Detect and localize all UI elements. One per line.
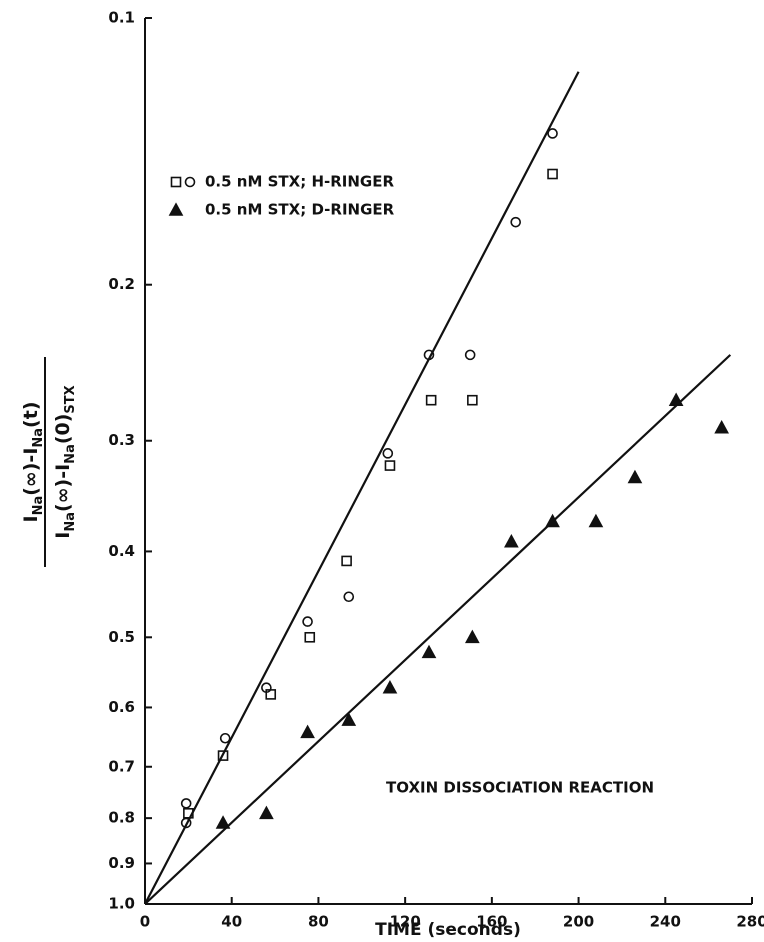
triangle-marker: [215, 815, 231, 829]
x-tick-label: 160: [476, 913, 507, 931]
legend-label: 0.5 nM STX; H-RINGER: [205, 173, 394, 191]
y-tick-label: 0.6: [108, 698, 135, 716]
x-tick-label: 40: [221, 913, 242, 931]
x-tick-label: 120: [389, 913, 420, 931]
triangle-marker: [168, 202, 184, 216]
annotation: TOXIN DISSOCIATION REACTION: [386, 779, 654, 797]
x-tick-label: 240: [650, 913, 681, 931]
y-tick-label: 1.0: [108, 895, 135, 913]
y-tick-label: 0.1: [108, 9, 135, 27]
y-tick-label: 0.5: [108, 628, 135, 646]
triangle-marker: [382, 680, 398, 694]
square-marker: [183, 807, 194, 819]
triangle-marker: [668, 392, 684, 406]
y-label-part: Na: [31, 496, 46, 516]
y-label-part: (0): [52, 414, 74, 445]
fit-line: [144, 354, 732, 905]
y-tick-label: 0.4: [108, 542, 135, 560]
triangle-marker: [714, 420, 729, 434]
y-label-part: I: [20, 515, 42, 522]
x-axis-label: TIME (seconds): [375, 920, 521, 940]
circle-marker: [261, 682, 272, 694]
triangle-marker: [259, 805, 274, 820]
square-marker: [547, 168, 558, 180]
triangle-marker: [504, 534, 519, 548]
square-marker: [304, 631, 316, 643]
circle-marker: [184, 176, 196, 188]
fit-line: [144, 71, 580, 905]
x-tick-label: 80: [308, 913, 329, 931]
circle-marker: [547, 128, 558, 139]
circle-marker: [219, 732, 231, 744]
triangle-marker: [588, 513, 604, 528]
y-label-part: Na: [63, 512, 78, 532]
triangle-marker: [341, 712, 357, 726]
y-label-part: STX: [63, 385, 78, 413]
circle-marker: [343, 591, 355, 603]
y-tick-label: 0.7: [108, 757, 135, 775]
triangle-marker: [464, 629, 480, 644]
y-tick-label: 0.9: [108, 854, 135, 872]
y-tick-label: 0.3: [108, 431, 135, 449]
y-label-part: (∞)-I: [20, 448, 42, 496]
square-marker: [341, 555, 352, 567]
y-label-part: Na: [63, 444, 78, 464]
x-tick-label: 200: [563, 913, 594, 931]
y-label-part: (t): [20, 402, 42, 428]
triangle-marker: [627, 469, 643, 484]
y-label-part: I: [52, 532, 74, 539]
triangle-marker: [421, 644, 437, 659]
x-tick-label: 0: [140, 913, 150, 931]
square-marker: [425, 394, 437, 406]
x-tick-label: 280: [736, 913, 764, 931]
circle-marker: [464, 349, 476, 361]
circle-marker: [382, 448, 394, 459]
y-tick-label: 0.8: [108, 809, 135, 827]
square-marker: [384, 460, 396, 471]
triangle-marker: [300, 724, 315, 739]
square-marker: [467, 394, 478, 406]
y-tick-label: 0.2: [108, 275, 135, 293]
square-marker: [217, 750, 229, 761]
circle-marker: [180, 798, 192, 809]
y-label-numerator: INa(∞)-INa(t): [20, 402, 47, 523]
triangle-marker: [545, 513, 560, 528]
square-marker: [170, 176, 182, 188]
circle-marker: [180, 817, 192, 829]
legend-label: 0.5 nM STX; D-RINGER: [205, 201, 395, 219]
circle-marker: [510, 216, 522, 228]
y-axis-label: INa(∞)-INa(t)INa(∞)-INa(0)STX: [20, 357, 79, 567]
y-label-part: Na: [31, 428, 46, 448]
circle-marker: [423, 349, 435, 361]
circle-marker: [302, 616, 313, 627]
y-label-part: (∞)-I: [52, 464, 74, 512]
y-label-denominator: INa(∞)-INa(0)STX: [52, 385, 79, 538]
